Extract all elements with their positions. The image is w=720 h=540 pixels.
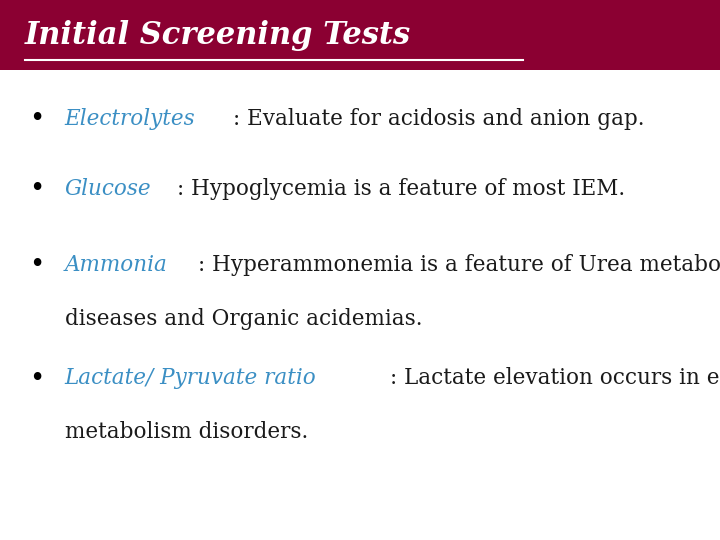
Text: Initial Screening Tests: Initial Screening Tests [25,19,411,51]
FancyBboxPatch shape [0,0,720,70]
Text: •: • [29,106,44,131]
Text: •: • [29,366,44,390]
Text: Ammonia: Ammonia [65,254,168,275]
Text: Electrolytes: Electrolytes [65,108,195,130]
Text: : Evaluate for acidosis and anion gap.: : Evaluate for acidosis and anion gap. [233,108,645,130]
Text: : Hyperammonemia is a feature of Urea metabolic: : Hyperammonemia is a feature of Urea me… [197,254,720,275]
Text: •: • [29,252,44,277]
Text: : Lactate elevation occurs in energy: : Lactate elevation occurs in energy [390,367,720,389]
Text: •: • [29,177,44,201]
Text: diseases and Organic acidemias.: diseases and Organic acidemias. [65,308,423,329]
Text: metabolism disorders.: metabolism disorders. [65,421,308,443]
Text: Lactate/ Pyruvate ratio: Lactate/ Pyruvate ratio [65,367,317,389]
Text: : Hypoglycemia is a feature of most IEM.: : Hypoglycemia is a feature of most IEM. [176,178,625,200]
Text: Glucose: Glucose [65,178,151,200]
